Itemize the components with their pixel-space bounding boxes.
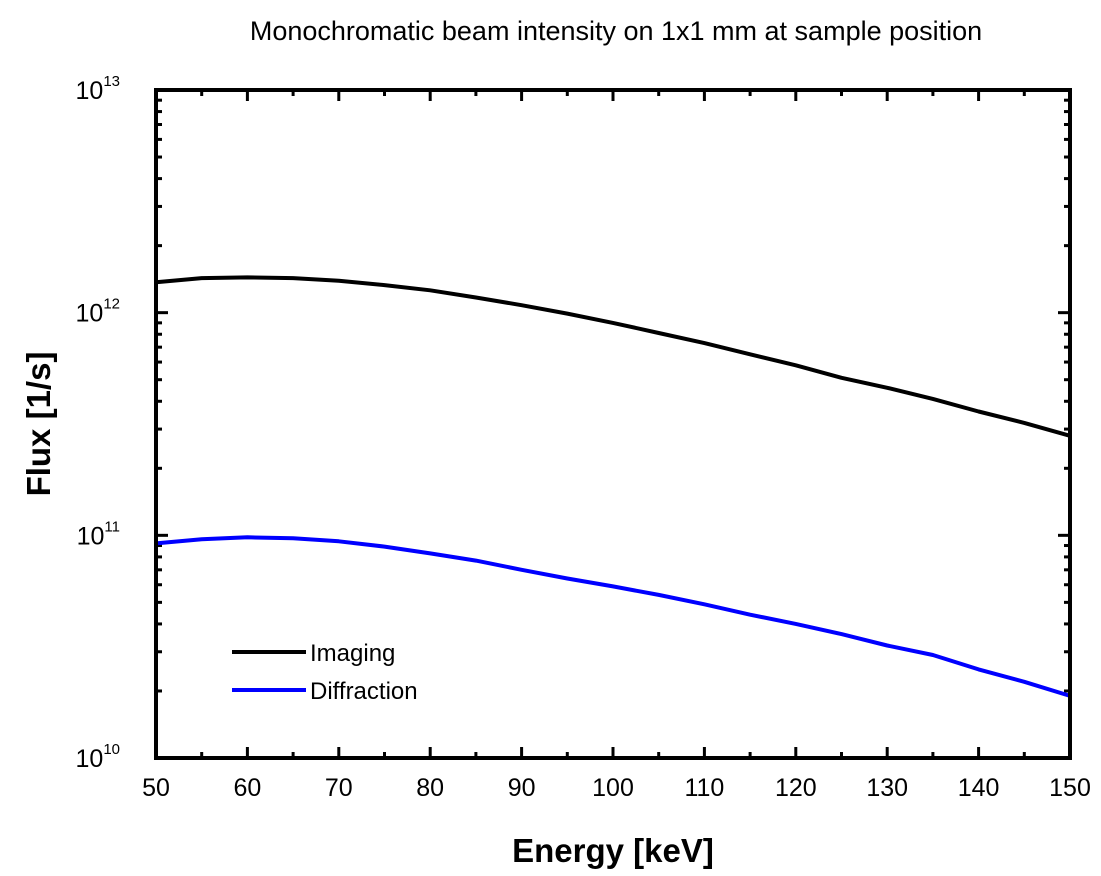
y-tick-label: 1012 bbox=[76, 296, 121, 328]
x-tick-label: 90 bbox=[508, 774, 536, 802]
series-line-imaging bbox=[155, 275, 1071, 438]
x-tick-label: 70 bbox=[325, 774, 353, 802]
x-tick-label: 150 bbox=[1049, 774, 1091, 802]
plot-area bbox=[154, 88, 1072, 760]
x-tick-label: 130 bbox=[866, 774, 908, 802]
x-tick-label: 110 bbox=[684, 774, 724, 802]
x-axis-label: Energy [keV] bbox=[512, 832, 714, 869]
x-tick-label: 100 bbox=[592, 774, 634, 802]
chart-title: Monochromatic beam intensity on 1x1 mm a… bbox=[250, 16, 982, 46]
x-tick-label: 140 bbox=[958, 774, 1000, 802]
y-tick-labels: 1010 1011 1012 1013 bbox=[76, 73, 121, 773]
y-axis-label: Flux [1/s] bbox=[20, 352, 57, 497]
legend-label-diffraction: Diffraction bbox=[310, 678, 418, 705]
x-tick-label: 120 bbox=[775, 774, 817, 802]
y-tick-label: 1010 bbox=[76, 741, 121, 773]
plot-frame bbox=[154, 88, 1072, 760]
legend-label-imaging: Imaging bbox=[310, 640, 395, 667]
y-tick-label: 1013 bbox=[76, 73, 121, 105]
legend: Imaging Diffraction bbox=[232, 640, 418, 705]
x-tick-label: 50 bbox=[142, 774, 170, 802]
x-tick-labels: 50 60 70 80 90 100 110 120 130 140 150 bbox=[142, 774, 1091, 802]
x-tick-label: 80 bbox=[416, 774, 444, 802]
x-tick-label: 60 bbox=[233, 774, 261, 802]
y-tick-label: 1011 bbox=[77, 518, 120, 550]
series-line-diffraction bbox=[155, 535, 1071, 698]
